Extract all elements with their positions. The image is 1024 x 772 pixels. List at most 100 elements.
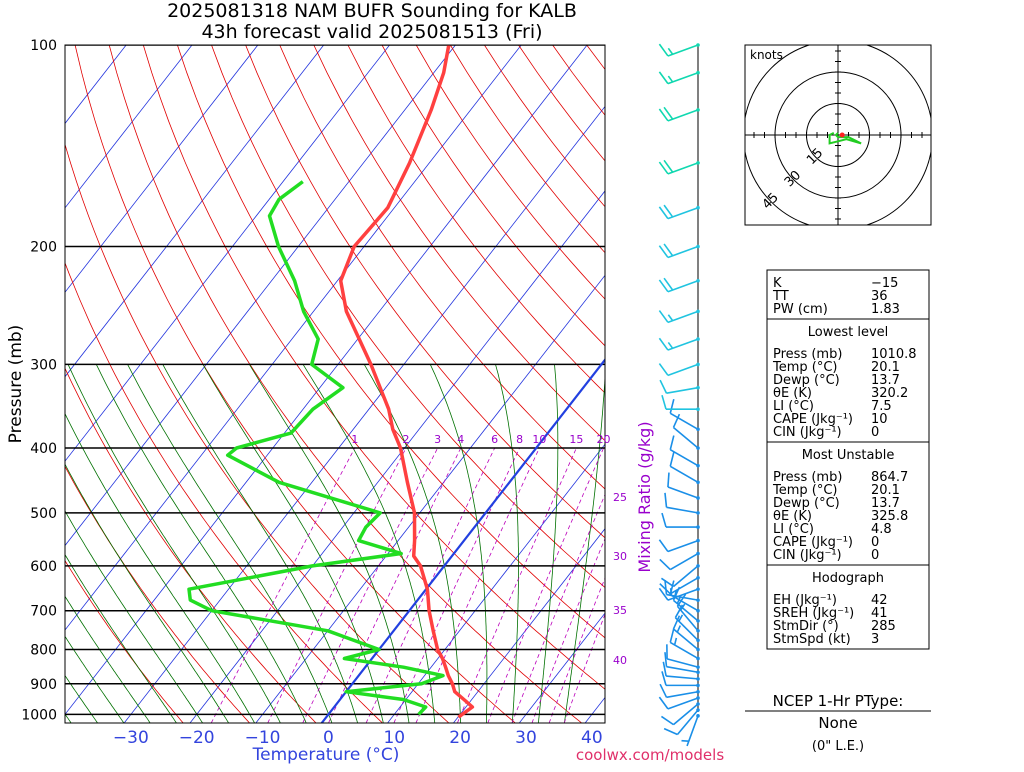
mixing-ratio-line [394,448,520,723]
index-label: StmSpd (kt) [773,632,851,647]
ptype-note: (0" L.E.) [812,739,864,754]
moist-adiabat-line [538,364,558,723]
mixing-ratio-label: 2 [402,433,409,446]
dry-adiabat-line [962,45,1024,723]
moist-adiabat-line [0,364,203,723]
wind-barb [660,380,700,393]
temperature-tick-label: 40 [581,728,603,748]
pressure-tick-label: 800 [30,643,57,659]
mixing-ratio-line [211,448,355,723]
index-label: CIN (Jkg⁻¹) [773,425,842,440]
storm-motion-marker [840,133,845,138]
x-axis-label: Temperature (°C) [252,745,400,765]
mixing-ratio-label: 20 [597,433,611,446]
wind-barb [659,244,699,257]
pressure-tick-label: 100 [30,38,57,54]
index-label: CIN (Jkg⁻¹) [773,548,842,563]
wind-barb [659,43,699,56]
dry-adiabat-line [143,45,648,723]
dry-adiabat-line [996,45,1024,723]
temperature-tick-label: −30 [113,728,149,748]
wind-barb [661,702,699,724]
isotherm-line [124,45,653,723]
temperature-tick-label: 30 [515,728,537,748]
mixing-ratio-axis-label: Mixing Ratio (g/kg) [635,421,654,572]
wind-barb [670,436,700,468]
mixing-ratio-label: 4 [457,433,464,446]
pressure-tick-label: 600 [30,559,57,575]
sounding-traces [189,45,472,717]
mixing-ratio-line [564,448,671,723]
chart-title-line1: 2025081318 NAM BUFR Sounding for KALB [167,0,577,22]
pressure-tick-label: 400 [30,441,57,457]
mixing-ratio-label: 3 [434,433,441,446]
indices-section-header: Hodograph [812,571,884,586]
isotherm-line [0,45,192,723]
wind-barb [660,552,700,570]
pressure-tick-label: 1000 [21,707,57,723]
watermark: coolwx.com/models [576,746,724,764]
isotherm-line [0,45,258,723]
hodograph-unit-label: knots [750,48,783,62]
wind-barb [659,363,699,376]
pressure-tick-label: 200 [30,240,57,256]
index-value: 0 [871,425,879,440]
moist-adiabat-line [564,364,605,723]
wind-barb [659,160,699,173]
mixing-ratio-line [457,448,576,723]
mixing-ratio-line [532,448,643,723]
wind-barb [659,107,699,120]
indices-section-header: Lowest level [808,325,889,340]
dry-adiabat-line [0,45,183,723]
wind-barb [659,310,699,323]
wind-barb [668,473,700,500]
dry-adiabat-line [177,45,714,723]
dry-adiabat-line [212,45,781,723]
moist-adiabat-line [0,364,177,723]
isotherm-line [0,45,455,723]
dry-adiabat-line [7,45,383,723]
index-label: PW (cm) [773,302,828,317]
mixing-ratio-label: 8 [516,433,523,446]
mixing-ratio-line [512,448,625,723]
moist-adiabat-line [496,364,519,723]
mixing-ratio-label: 10 [532,433,546,446]
moist-adiabat-line [42,364,254,723]
wind-barb [662,513,700,529]
wind-barbs [659,43,699,746]
mixing-ratio-label: 1 [351,433,358,446]
dry-adiabat-line [928,45,1024,723]
mixing-ratio-label: 25 [613,491,627,504]
dry-adiabat-line [450,45,1024,723]
mixing-ratio-label: 15 [569,433,583,446]
mixing-ratio-label: 6 [491,433,498,446]
indices-section-header: Most Unstable [802,448,895,463]
mixing-ratio-label: 30 [613,550,627,563]
mixing-ratio-line [416,448,540,723]
wind-barb [659,71,699,84]
pressure-tick-label: 300 [30,357,57,373]
wind-barb [662,395,700,411]
wind-barb [659,278,699,291]
wind-barb [670,628,700,660]
wind-barb [670,452,700,484]
pressure-tick-label: 700 [30,604,57,620]
moist-adiabat-line [430,364,487,723]
temperature-tick-label: −20 [179,728,215,748]
mixing-ratio-label: 40 [613,654,627,667]
chart-title-line2: 43h forecast valid 2025081513 (Fri) [201,21,542,43]
wind-barb [659,539,699,552]
wind-barb [659,337,699,350]
y-axis-label: Pressure (mb) [6,325,26,444]
isotherm-line [0,45,390,723]
index-value: 1.83 [871,302,900,317]
mixing-ratio-label: 35 [613,604,627,617]
index-value: 0 [871,548,879,563]
wind-barb [659,205,699,218]
moist-adiabat-line [96,364,306,723]
temperature-tick-label: 20 [449,728,471,748]
